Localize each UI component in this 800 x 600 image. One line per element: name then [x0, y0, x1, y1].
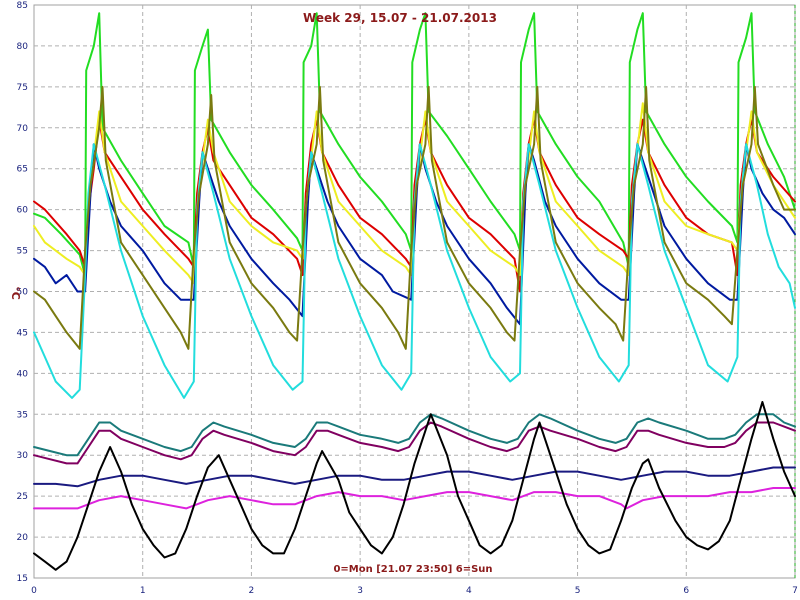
y-tick-label: 40: [17, 369, 29, 379]
x-tick-label: 2: [249, 586, 255, 596]
y-tick-label: 35: [17, 410, 28, 420]
series-line-6: [33, 85, 796, 350]
y-tick-label: 20: [17, 533, 29, 543]
y-tick-label: 70: [17, 124, 29, 134]
y-tick-label: 65: [17, 165, 28, 175]
series-line-9: [33, 466, 796, 488]
y-tick-label: 85: [17, 1, 28, 11]
series-line-7: [33, 413, 796, 457]
y-tick-label: 60: [17, 206, 29, 216]
x-tick-label: 6: [683, 586, 689, 596]
y-tick-label: 50: [17, 288, 29, 298]
y-tick-label: 55: [17, 247, 28, 257]
y-tick-label: 80: [17, 42, 29, 52]
y-tick-label: 30: [17, 451, 29, 461]
y-tick-label: 75: [17, 83, 28, 93]
y-tick-label: 25: [17, 492, 28, 502]
chart-title: Week 29, 15.07 - 21.07.2013: [303, 11, 497, 25]
y-axis-label: °C: [9, 286, 22, 300]
chart-footer: 0=Mon [21.07 23:50] 6=Sun: [333, 564, 492, 575]
y-tick-label: 15: [17, 574, 28, 584]
x-tick-label: 0: [31, 586, 37, 596]
y-tick-label: 45: [17, 328, 28, 338]
series-group: [33, 12, 796, 571]
x-tick-label: 7: [792, 586, 798, 596]
x-tick-label: 1: [140, 586, 146, 596]
x-tick-label: 5: [575, 586, 581, 596]
series-line-11: [33, 401, 796, 571]
x-tick-label: 4: [466, 586, 472, 596]
x-tick-label: 3: [357, 586, 363, 596]
series-line-8: [33, 421, 796, 465]
series-line-1: [33, 12, 796, 277]
series-line-2: [33, 118, 796, 293]
series-line-10: [33, 487, 796, 510]
